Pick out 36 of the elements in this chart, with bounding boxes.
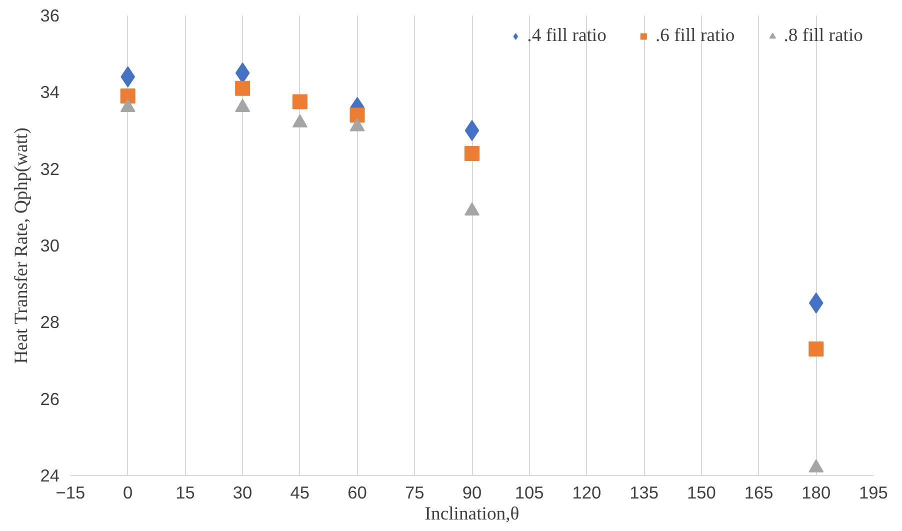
x-tick-label: 180 bbox=[802, 482, 831, 502]
point bbox=[235, 80, 250, 96]
x-tick-label: 0 bbox=[123, 482, 133, 502]
x-tick-label: 150 bbox=[686, 482, 716, 502]
y-tick-label: 30 bbox=[40, 236, 60, 256]
y-tick-label: 24 bbox=[40, 466, 60, 486]
x-tick-label: 165 bbox=[744, 482, 774, 502]
x-tick-label: 75 bbox=[405, 482, 424, 502]
point bbox=[292, 94, 308, 110]
x-tick-label: 135 bbox=[630, 482, 659, 502]
point bbox=[808, 342, 824, 356]
x-axis-title: Inclination,θ bbox=[424, 504, 520, 524]
y-tick-label: 32 bbox=[40, 158, 60, 179]
y-tick-label: 26 bbox=[40, 388, 60, 409]
x-tick-label: 30 bbox=[232, 482, 252, 502]
x-tick-label: 45 bbox=[290, 482, 310, 502]
x-tick-label: 195 bbox=[859, 482, 888, 502]
y-tick-label: 34 bbox=[40, 82, 60, 102]
point bbox=[808, 459, 824, 472]
point bbox=[808, 292, 824, 314]
x-tick-label: 60 bbox=[348, 482, 367, 502]
x-tick-label: 105 bbox=[514, 482, 544, 502]
point bbox=[464, 120, 480, 141]
legend-label: .4 fill ratio bbox=[527, 25, 606, 47]
x-tick-label: −15 bbox=[56, 482, 86, 502]
x-tick-label: 90 bbox=[462, 482, 482, 502]
point bbox=[464, 146, 480, 161]
legend-label: .6 fill ratio bbox=[655, 25, 735, 47]
x-tick-label: 15 bbox=[176, 482, 195, 502]
point bbox=[350, 108, 365, 123]
x-tick-label: 120 bbox=[572, 482, 602, 502]
y-axis-title: Heat Transfer Rate, Qphp(watt) bbox=[11, 128, 32, 364]
y-tick-label: 36 bbox=[40, 6, 60, 26]
legend-label: .8 fill ratio bbox=[784, 25, 863, 47]
point bbox=[120, 88, 136, 104]
y-tick-label: 28 bbox=[40, 312, 60, 332]
